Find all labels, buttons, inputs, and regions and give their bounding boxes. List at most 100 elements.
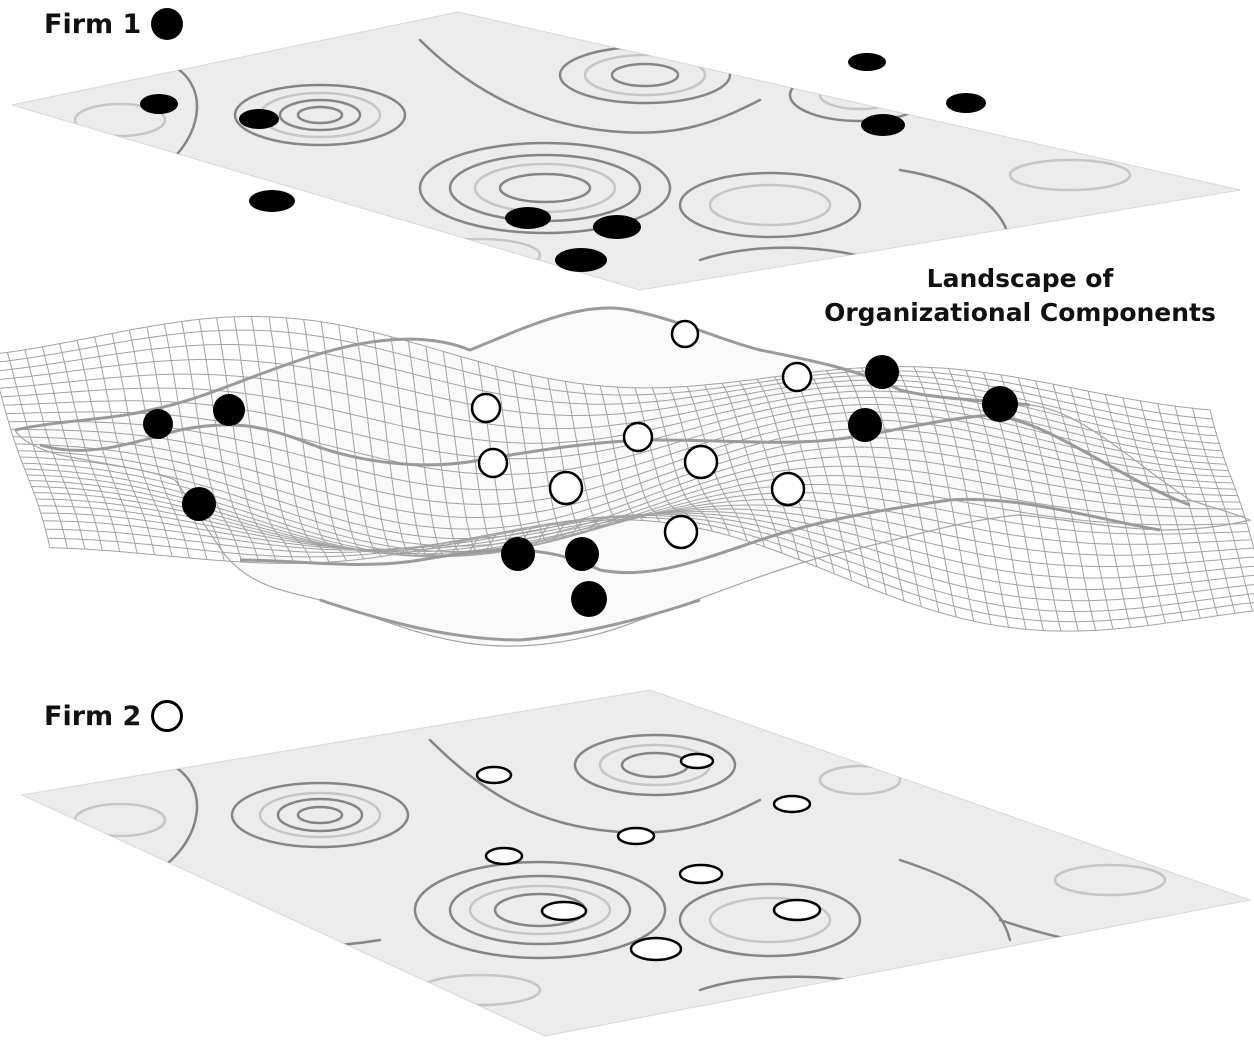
- firm1-label: Firm 1: [44, 8, 142, 40]
- firm2-marker: [484, 846, 524, 866]
- firm1-marker: [565, 537, 599, 571]
- firm2-marker: [477, 447, 509, 479]
- mesh-column-line: [686, 386, 748, 542]
- mesh-column-line: [1052, 383, 1114, 630]
- mesh-column-line: [704, 384, 766, 547]
- mesh-column-line: [0, 389, 51, 548]
- firm1-marker: [213, 394, 245, 426]
- mesh-column-line: [198, 319, 260, 564]
- mesh-column-line: [1122, 397, 1184, 621]
- firm1-component-markers-mesh: [143, 355, 1018, 617]
- firm2-marker: [770, 471, 806, 507]
- mesh-column-line: [529, 374, 591, 538]
- mesh-column-line: [826, 370, 888, 595]
- firm2-marker: [772, 898, 822, 922]
- landscape-title-line1: Landscape of: [926, 264, 1114, 293]
- mesh-column-line: [1087, 390, 1149, 626]
- firm2-marker: [781, 361, 813, 393]
- mesh-column-line: [181, 321, 243, 563]
- mesh-column-line: [808, 372, 870, 588]
- mesh-column-line: [1209, 409, 1254, 551]
- firm2-marker: [683, 444, 719, 480]
- mesh-column-line: [146, 326, 208, 560]
- mesh-column-line: [1035, 380, 1097, 631]
- mesh-gridlines: [0, 315, 1254, 632]
- firm2-label: Firm 2: [44, 700, 142, 732]
- mesh-column-line: [913, 366, 975, 622]
- mesh-column-line: [965, 370, 1027, 630]
- mesh-column-line: [59, 343, 121, 552]
- landscape-title-line2: Organizational Components: [824, 298, 1216, 327]
- mesh-column-line: [1157, 403, 1219, 616]
- mesh-column-line: [338, 324, 400, 555]
- mesh-column-line: [390, 336, 452, 558]
- mesh-column-line: [6, 352, 68, 549]
- mesh-column-line: [268, 316, 330, 563]
- mesh-column-line: [930, 367, 992, 625]
- mesh-column-line: [721, 383, 783, 554]
- mesh-column-line: [128, 329, 190, 559]
- firm1-marker: [505, 207, 551, 229]
- firm1-component-markers-top: [140, 53, 986, 272]
- mesh-column-line: [216, 317, 278, 564]
- firm1-marker: [555, 248, 607, 272]
- mesh-column-line: [460, 356, 521, 553]
- firm1-marker: [571, 581, 607, 617]
- firm1-marker: [865, 355, 899, 389]
- firm2-hollow-circle-icon: [151, 700, 184, 732]
- firm1-marker: [501, 537, 535, 571]
- firm2-marker: [629, 936, 683, 962]
- mesh-column-line: [24, 349, 86, 550]
- firm1-marker: [140, 94, 178, 114]
- mesh-column-line: [233, 316, 295, 564]
- firm2-marker: [678, 863, 724, 885]
- mesh-column-line: [582, 383, 644, 523]
- mesh-column-line: [1139, 400, 1201, 619]
- mesh-column-line: [41, 346, 103, 551]
- mesh-column-line: [320, 321, 382, 557]
- mesh-column-line: [372, 332, 434, 557]
- mesh-column-line: [791, 374, 853, 581]
- firm1-marker: [946, 93, 986, 113]
- mesh-column-line: [738, 381, 800, 560]
- firm1-legend: Firm 1: [44, 8, 184, 40]
- firm2-marker: [475, 765, 513, 785]
- mesh-column-line: [1174, 406, 1236, 614]
- mesh-column-line: [756, 378, 818, 567]
- mesh-column-line: [1070, 387, 1132, 628]
- firm2-marker: [772, 794, 812, 814]
- firm2-marker: [470, 392, 502, 424]
- mesh-column-line: [442, 351, 504, 556]
- mesh-column-line: [250, 316, 312, 564]
- mesh-column-line: [94, 336, 156, 555]
- mesh-column-line: [669, 387, 731, 536]
- firm2-marker: [622, 421, 654, 453]
- firm2-marker: [548, 470, 584, 506]
- bottom-plane: [20, 689, 1252, 1037]
- top-plane: [11, 11, 1241, 291]
- mesh-column-line: [1104, 394, 1166, 624]
- firm2-marker: [663, 514, 699, 550]
- mesh-landscape: [0, 306, 1254, 647]
- mesh-column-line: [163, 323, 225, 562]
- firm2-marker: [540, 900, 588, 922]
- mesh-column-line: [895, 366, 957, 618]
- mesh-column-line: [860, 367, 922, 607]
- firm2-marker: [616, 826, 656, 846]
- landscape-title: Landscape of Organizational Components: [820, 262, 1220, 330]
- mesh-column-line: [512, 370, 574, 543]
- firm2-marker: [670, 319, 700, 349]
- firm2-legend: Firm 2: [44, 700, 184, 732]
- mesh-column-line: [425, 346, 486, 557]
- mesh-column-line: [407, 341, 469, 558]
- firm1-marker: [593, 215, 641, 239]
- firm2-marker: [679, 752, 715, 770]
- firm1-marker: [239, 109, 279, 129]
- mesh-column-line: [948, 368, 1010, 628]
- mesh-column-line: [651, 387, 713, 532]
- firm1-marker: [249, 190, 295, 212]
- mesh-column-line: [843, 368, 905, 602]
- mesh-column-line: [1017, 377, 1079, 632]
- mesh-column-line: [599, 385, 661, 523]
